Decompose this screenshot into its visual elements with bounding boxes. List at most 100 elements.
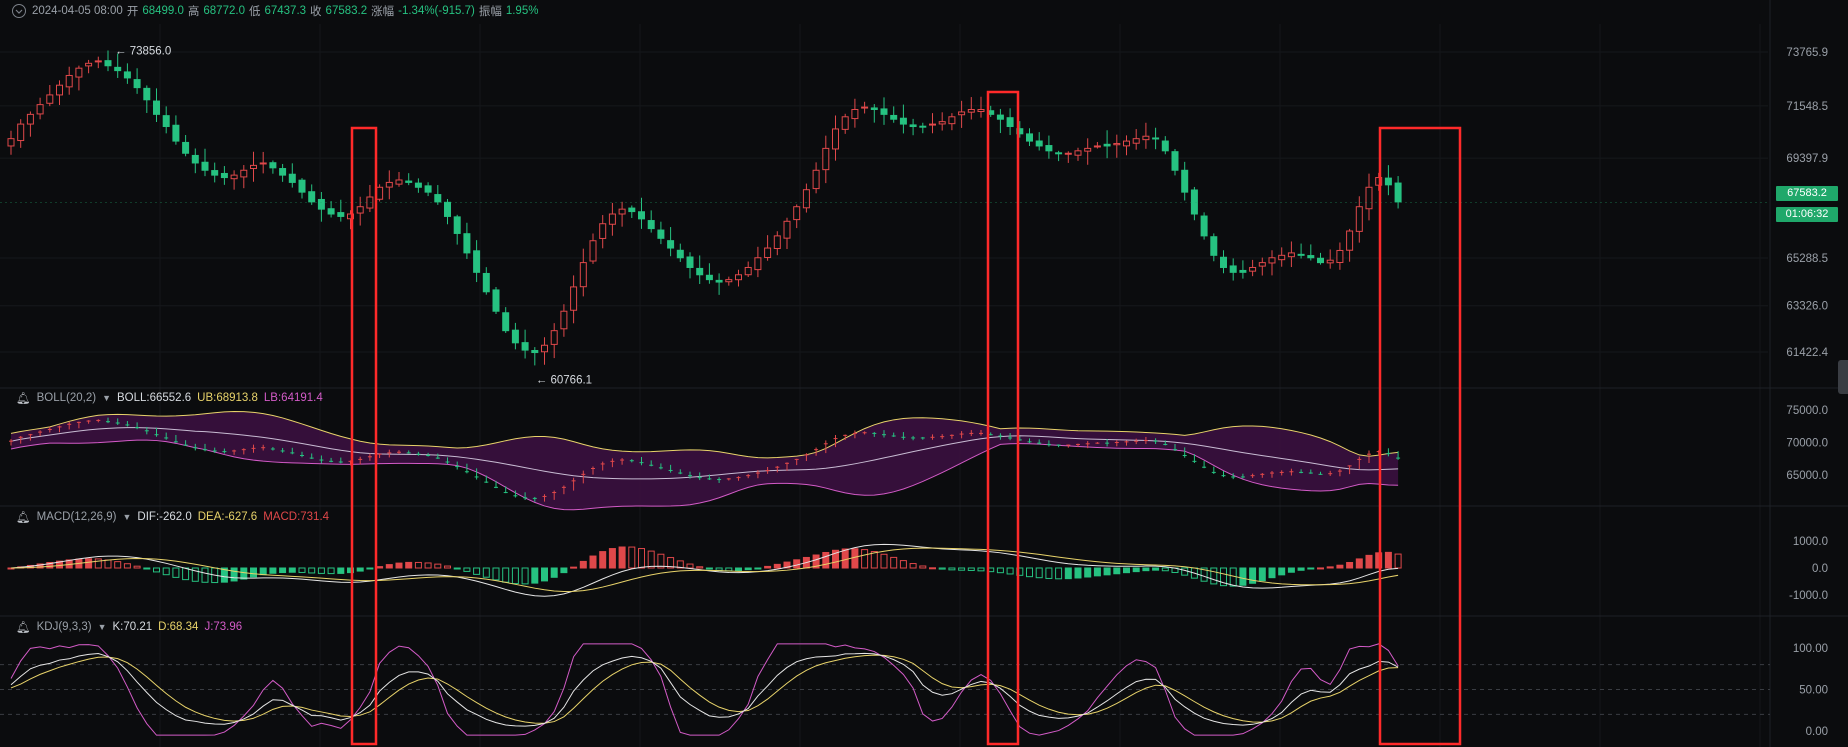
chevron-down-icon[interactable]: ▼ [102, 393, 111, 403]
macd-histogram-bar [279, 567, 287, 574]
candle-body [919, 125, 927, 128]
price-pane[interactable]: ← 73856.0 ← 60766.1 [0, 46, 1770, 387]
price-tick-label: 63326.0 [1786, 301, 1828, 313]
macd-histogram-bar [250, 567, 257, 578]
macd-pane[interactable] [7, 543, 1402, 597]
macd-dif: DIF:-262.0 [137, 511, 192, 523]
macd-histogram-bar [1045, 567, 1053, 579]
candle-body [638, 211, 645, 220]
macd-legend: 🔔︎ MACD(12,26,9) ▼ DIF:-262.0 DEA:-627.6… [16, 510, 335, 524]
highlight-box [350, 126, 378, 746]
kdj-name[interactable]: KDJ(9,3,3) [36, 621, 92, 633]
macd-histogram-bar [890, 556, 898, 569]
chevron-down-icon[interactable]: ▼ [97, 622, 107, 632]
candle-body [880, 108, 888, 115]
candle-body [550, 330, 558, 345]
candle-body [531, 349, 539, 354]
macd-histogram-bar [259, 567, 267, 576]
candle-body [948, 116, 956, 125]
candle-body [463, 233, 471, 254]
chevron-down-icon[interactable]: ▼ [122, 512, 132, 522]
change-value: -1.34%(-915.7) [398, 5, 475, 17]
macd-histogram-bar [715, 567, 723, 571]
boll-lower-line [10, 439, 1399, 511]
candle-body [1113, 143, 1121, 146]
candle-body [1200, 215, 1208, 237]
bell-icon[interactable]: 🔔︎ [16, 512, 31, 524]
macd-histogram-bar [1181, 567, 1189, 576]
macd-histogram-bar [1297, 567, 1305, 571]
macd-histogram-bar [657, 553, 665, 569]
kdj-d-line [10, 654, 1399, 724]
countdown-badge: 01:06:32 [1776, 207, 1838, 222]
macd-histogram-bar [1006, 567, 1014, 575]
bell-icon[interactable]: 🔔︎ [16, 393, 31, 405]
boll-mid-line [10, 427, 1399, 480]
kdj-k-line [10, 652, 1399, 727]
candle-body [511, 329, 519, 344]
kdj-legend: 🔔︎ KDJ(9,3,3) ▼ K:70.21 D:68.34 J:73.96 [16, 620, 248, 634]
macd-histogram-bar [288, 567, 296, 573]
macd-histogram-bar [570, 566, 578, 569]
candle-body [1317, 257, 1324, 264]
candle-body [599, 223, 607, 239]
macd-histogram-bar [618, 546, 626, 569]
candle-body [696, 267, 704, 276]
macd-histogram-bar [1394, 553, 1402, 569]
candle-body [250, 164, 257, 170]
macd-histogram-bar [832, 549, 839, 569]
low-value: 67437.3 [264, 5, 307, 17]
collapse-toggle-icon[interactable] [10, 2, 28, 20]
macd-histogram-bar [366, 567, 374, 570]
macd-histogram-bar [337, 567, 345, 574]
candle-body [725, 279, 733, 283]
kdj-tick-label: 50.00 [1799, 685, 1828, 697]
candle-body [667, 240, 675, 249]
macd-histogram-bar [201, 567, 209, 583]
macd-histogram-bar [541, 567, 548, 582]
macd-name[interactable]: MACD(12,26,9) [36, 511, 117, 523]
macd-histogram-bar [414, 561, 422, 569]
candle-body [1171, 151, 1179, 171]
close-label: 收 [310, 6, 322, 18]
candle-body [356, 206, 364, 214]
bell-icon[interactable]: 🔔︎ [16, 622, 31, 634]
macd-histogram-bar [395, 562, 403, 569]
candle-body [1103, 143, 1111, 147]
macd-histogram-bar [94, 558, 102, 569]
boll-pane[interactable] [9, 410, 1401, 511]
macd-value: MACD:731.4 [263, 511, 330, 523]
candle-body [46, 94, 54, 104]
macd-histogram-bar [453, 567, 461, 570]
candle-body [240, 169, 248, 178]
candle-body [405, 180, 413, 183]
kdj-pane[interactable] [0, 643, 1770, 736]
candle-body [133, 79, 141, 89]
macd-histogram-bar [1113, 567, 1121, 575]
candle-body [385, 181, 393, 188]
macd-tick-label: -1000.0 [1789, 590, 1828, 602]
candle-body [220, 172, 228, 179]
candle-body [1210, 236, 1218, 256]
candle-body [123, 71, 131, 79]
candle-body [269, 162, 277, 169]
macd-histogram-bar [667, 557, 675, 569]
ohlc-header: 2024-04-05 08:00 开 68499.0 高 68772.0 低 6… [0, 0, 542, 22]
macd-histogram-bar [676, 560, 684, 569]
candle-body [1142, 135, 1150, 141]
candle-body [996, 114, 1004, 120]
candle-body [861, 106, 869, 109]
macd-histogram-bar [424, 562, 432, 569]
candle-body [230, 174, 238, 180]
macd-histogram-bar [463, 567, 471, 572]
candle-body [143, 87, 151, 101]
header-datetime: 2024-04-05 08:00 [32, 5, 123, 17]
macd-histogram-bar [550, 567, 558, 578]
boll-name[interactable]: BOLL(20,2) [36, 392, 97, 404]
highlight-box [986, 90, 1020, 746]
candle-body [909, 124, 917, 128]
side-panel-toggle[interactable] [1838, 360, 1848, 394]
candle-body [65, 74, 73, 88]
macd-histogram-bar [220, 567, 228, 583]
